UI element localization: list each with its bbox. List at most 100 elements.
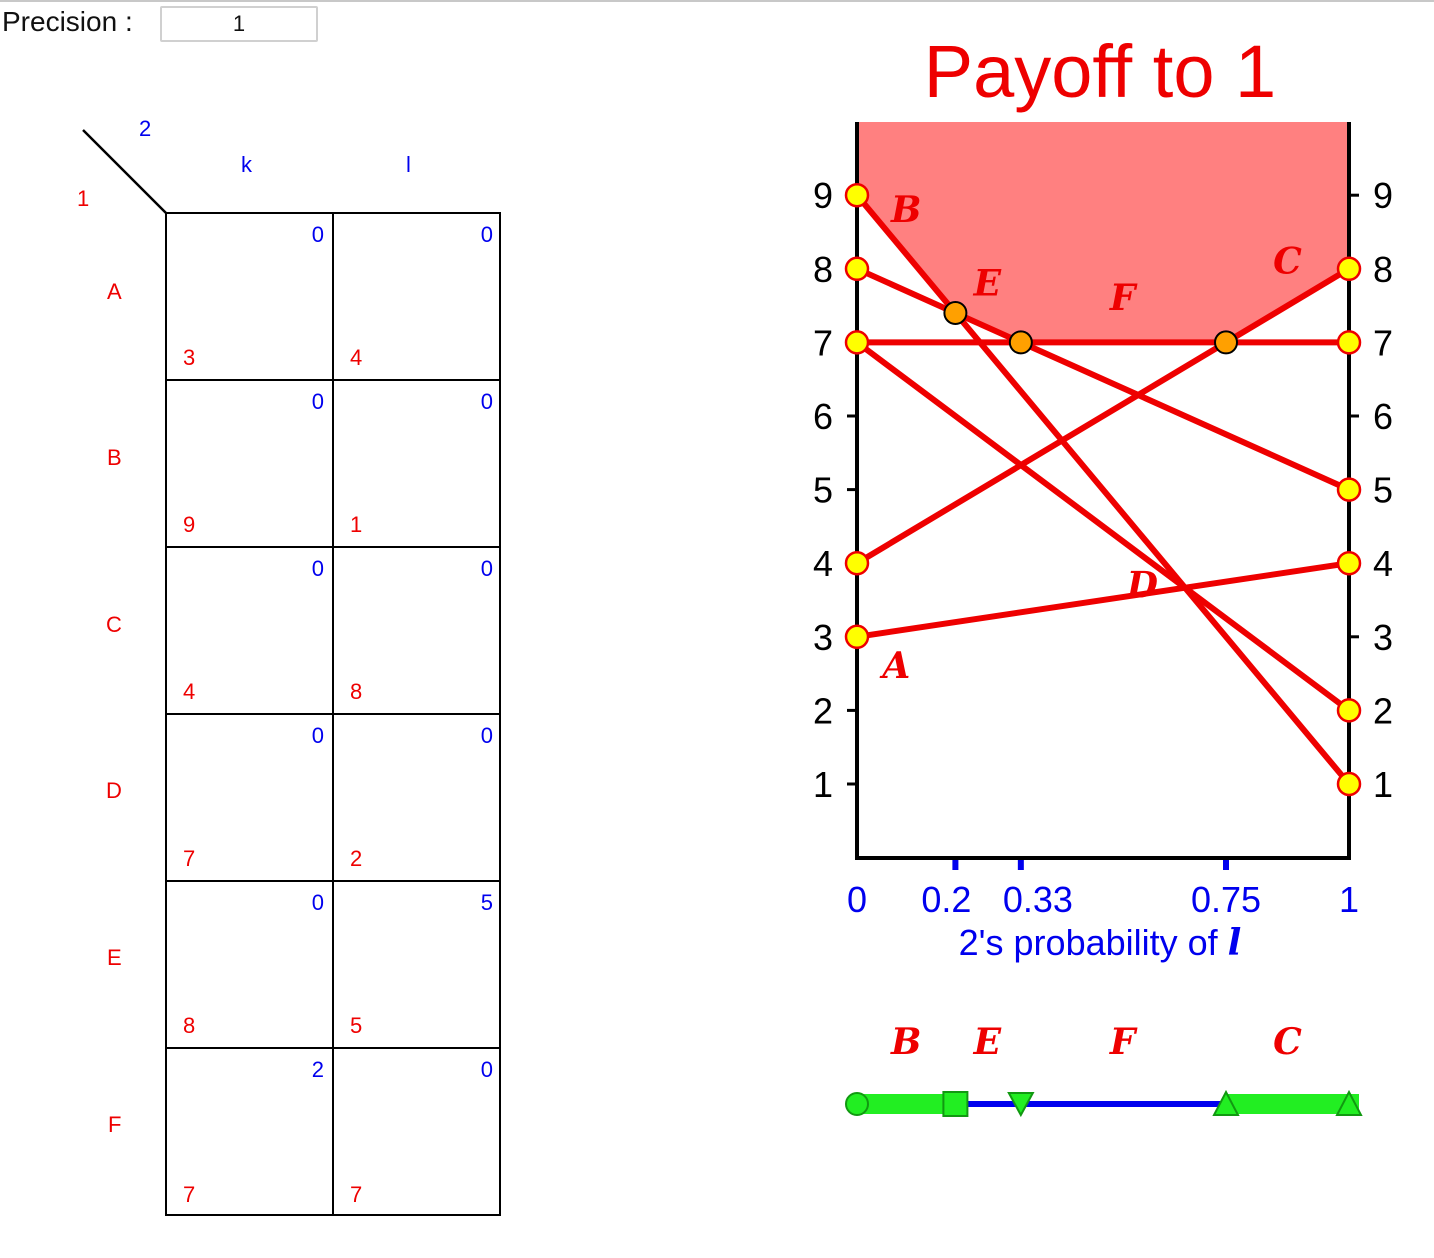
y-tick-label-left: 8	[813, 249, 833, 290]
chart-title: Payoff to 1	[924, 30, 1276, 113]
p1-payoff: 8	[350, 679, 363, 704]
p1-payoff: 1	[350, 512, 363, 537]
top-border	[0, 0, 1434, 2]
best-response-marker-triangle-down[interactable]	[1007, 1092, 1035, 1118]
y-tick-label-left: 7	[813, 322, 833, 363]
envelope-kink-marker[interactable]	[1008, 330, 1033, 355]
line-label-b: B	[890, 189, 921, 231]
y-tick-label-left: 6	[813, 396, 833, 437]
p1-payoff: 4	[183, 679, 196, 704]
p1-payoff: 2	[350, 846, 363, 871]
best-response-marker-square[interactable]	[942, 1091, 969, 1117]
y-tick-label-left: 2	[813, 690, 833, 731]
payoff-line-a	[854, 560, 1352, 640]
p1-payoff: 7	[350, 1182, 363, 1207]
best-response-marker-triangle-up[interactable]	[1212, 1089, 1240, 1116]
y-tick-label-left: 9	[813, 175, 833, 216]
endpoint-marker[interactable]	[1336, 771, 1362, 797]
y-tick-label-left: 4	[813, 543, 833, 584]
y-tick-label-left: 3	[813, 617, 833, 658]
x-tick-label: 0.33	[1003, 879, 1073, 920]
p2-payoff: 0	[311, 556, 324, 581]
endpoint-marker[interactable]	[844, 624, 870, 650]
p1-payoff: 4	[350, 345, 363, 370]
column-label-k: k	[241, 152, 252, 177]
x-axis-label: 2's probability of l	[959, 922, 1242, 964]
row-label-c: C	[106, 612, 122, 637]
p2-payoff: 0	[311, 723, 324, 748]
y-tick-label-right: 5	[1373, 470, 1393, 511]
x-tick-label: 0.75	[1191, 879, 1261, 920]
x-tick-label: 0	[847, 879, 867, 920]
row-label-e: E	[107, 945, 122, 970]
x-axis-label-var: l	[1228, 922, 1242, 964]
p2-payoff: 2	[311, 1057, 324, 1082]
y-tick-label-left: 1	[813, 764, 833, 805]
precision-input[interactable]	[160, 6, 318, 42]
endpoint-marker[interactable]	[1336, 698, 1362, 723]
envelope-kink-marker[interactable]	[943, 300, 968, 325]
player2-label: 2	[139, 116, 152, 141]
p1-payoff: 5	[350, 1013, 363, 1038]
endpoint-marker[interactable]	[844, 550, 870, 576]
line-label-d: D	[1126, 564, 1158, 606]
row-label-b: B	[107, 445, 122, 470]
line-label-a: A	[879, 645, 910, 687]
best-response-label-e: E	[973, 1021, 1002, 1063]
endpoint-marker[interactable]	[1336, 330, 1362, 355]
p2-payoff: 0	[311, 222, 324, 247]
p2-payoff: 5	[480, 890, 493, 915]
y-tick-label-right: 7	[1373, 322, 1393, 363]
y-tick-label-right: 2	[1373, 690, 1393, 731]
endpoint-marker[interactable]	[844, 182, 870, 208]
endpoint-marker[interactable]	[844, 256, 870, 282]
upper-envelope-region	[857, 122, 1349, 343]
p1-payoff: 9	[183, 512, 196, 537]
row-label-a: A	[107, 279, 122, 304]
p1-payoff: 8	[183, 1013, 196, 1038]
y-tick-label-right: 6	[1373, 396, 1393, 437]
row-label-f: F	[108, 1112, 122, 1137]
p2-payoff: 0	[311, 890, 324, 915]
y-tick-label-right: 4	[1373, 543, 1393, 584]
y-tick-label-right: 8	[1373, 249, 1393, 290]
p2-payoff: 0	[480, 222, 493, 247]
p2-payoff: 0	[480, 556, 493, 581]
corner-divider	[82, 129, 167, 214]
line-label-f: F	[1109, 277, 1138, 319]
y-tick-label-left: 5	[813, 470, 833, 511]
x-tick-label: 1	[1339, 879, 1359, 920]
endpoint-marker[interactable]	[1336, 477, 1362, 502]
endpoint-marker[interactable]	[844, 330, 870, 355]
line-label-c: C	[1273, 240, 1302, 282]
p2-payoff: 0	[311, 389, 324, 414]
best-response-label-b: B	[890, 1021, 921, 1063]
payoff-line-c	[854, 265, 1352, 567]
payoff-line-e	[854, 265, 1352, 493]
envelope-kink-marker[interactable]	[1214, 330, 1238, 355]
payoff-line-b	[854, 192, 1352, 787]
best-response-marker-circle[interactable]	[845, 1092, 869, 1116]
x-tick-label: 0.2	[921, 879, 971, 920]
best-response-marker-triangle-up[interactable]	[1335, 1089, 1363, 1116]
best-response-label-f: F	[1109, 1021, 1138, 1063]
p2-payoff: 0	[480, 1057, 493, 1082]
endpoint-marker[interactable]	[1336, 550, 1362, 576]
precision-label: Precision :	[2, 6, 133, 37]
line-label-e: E	[973, 263, 1002, 305]
endpoint-marker[interactable]	[1336, 256, 1362, 282]
